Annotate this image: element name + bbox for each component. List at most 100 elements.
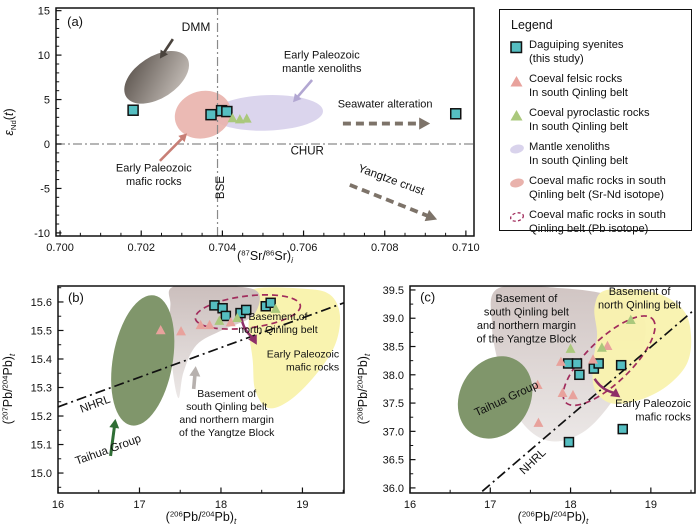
basement-south-label: and northern margin bbox=[477, 320, 576, 332]
plot-frame-b bbox=[57, 285, 345, 494]
y-tick-label: 39.5 bbox=[383, 285, 404, 297]
taihua-arrow-head bbox=[109, 418, 120, 429]
data-point-coeval-felsic-rocks bbox=[533, 417, 544, 427]
legend-item-xenoliths: Mantle xenoliths In south Qinling belt bbox=[509, 141, 685, 168]
pink-triangle-icon bbox=[509, 73, 529, 93]
data-point-daguiping-syenites bbox=[449, 108, 462, 120]
dmm-arrow-head bbox=[159, 49, 168, 59]
mafic-arrow-b-head bbox=[248, 334, 257, 345]
x-tick-label: 18 bbox=[564, 499, 576, 511]
basement-south-label: south Qinling belt bbox=[484, 306, 569, 318]
taihua-field bbox=[111, 295, 175, 426]
y-tick-label: 36.0 bbox=[383, 483, 404, 495]
yellow-nqb-field bbox=[248, 287, 341, 409]
basement-north-label: Basement of bbox=[249, 311, 308, 323]
y-tick-label: 38.0 bbox=[383, 370, 404, 382]
nhrl-line bbox=[481, 308, 695, 492]
bse-label: BSE bbox=[215, 176, 227, 199]
y-tick-label: 10 bbox=[38, 50, 50, 62]
data-point-coeval-felsic-rocks bbox=[555, 356, 566, 366]
x-tick-label: 0.700 bbox=[46, 242, 74, 254]
y-axis-label-b: (207Pb/204Pb)t bbox=[1, 353, 18, 424]
lavender-blob-icon bbox=[509, 141, 529, 161]
axes-a: 0.700 0.702 0.704 0.706 0.708 0.710 15 10 5 0 -5 -1… bbox=[2, 6, 480, 265]
basement-south-label: south Qinling belt bbox=[186, 401, 267, 413]
y-axis-label-c: (208Pb/204Pb)t bbox=[356, 353, 373, 424]
basement-south-label: of the Yangtze Block bbox=[179, 427, 275, 439]
data-point-daguiping-syenites bbox=[205, 108, 217, 121]
dmm-arrow bbox=[162, 38, 174, 54]
mafic-pb-field bbox=[562, 315, 656, 407]
axes-b: 16 17 18 19 15.6 15.5 15.4 15.3 15.2 15.1 15.0 (206… bbox=[1, 287, 344, 526]
data-point-coeval-felsic-rocks bbox=[557, 387, 568, 397]
legend-line: Coeval mafic rocks in south bbox=[529, 209, 666, 221]
data-point-coeval-pyroclastic-rocks bbox=[214, 315, 225, 325]
data-point-daguiping-syenites bbox=[563, 436, 575, 448]
y-tick-label: 0 bbox=[44, 139, 50, 151]
mafic-arrow-b bbox=[240, 316, 254, 340]
data-point-coeval-pyroclastic-rocks bbox=[234, 114, 245, 124]
series-coeval-felsic-rocks bbox=[155, 316, 236, 336]
data-point-daguiping-syenites bbox=[615, 359, 627, 371]
y-tick-label: 38.5 bbox=[383, 342, 404, 354]
data-point-daguiping-syenites bbox=[220, 310, 232, 322]
mantle-xenoliths-label: Early Paleozoic bbox=[284, 50, 360, 62]
data-point-coeval-pyroclastic-rocks bbox=[625, 314, 636, 324]
mafic-rocks-label: Early Paleozoic bbox=[615, 398, 691, 410]
y-tick-label: 39.0 bbox=[383, 313, 404, 325]
series-coeval-pyroclastic-rocks bbox=[227, 113, 252, 124]
data-point-coeval-felsic-rocks bbox=[195, 319, 206, 330]
data-point-coeval-felsic-rocks bbox=[225, 316, 236, 327]
plot-frame-c bbox=[409, 285, 696, 494]
series-daguiping-syenites bbox=[127, 104, 462, 121]
y-tick-label: 37.0 bbox=[383, 426, 404, 438]
square-marker-icon bbox=[509, 39, 529, 59]
legend-line: (this study) bbox=[529, 52, 584, 65]
legend-line: In south Qinling belt bbox=[529, 86, 628, 99]
nhrl-label: NHRL bbox=[518, 446, 549, 477]
mafic-arrow-head bbox=[178, 133, 188, 143]
series-coeval-pyroclastic-rocks bbox=[565, 314, 636, 353]
data-point-daguiping-syenites bbox=[221, 105, 233, 118]
data-point-coeval-pyroclastic-rocks bbox=[232, 312, 243, 322]
data-point-daguiping-syenites bbox=[617, 423, 628, 435]
data-point-coeval-pyroclastic-rocks bbox=[227, 113, 238, 123]
y-tick-label: 15.5 bbox=[31, 325, 52, 337]
x-axis-label-a: (87Sr/86Sr)i bbox=[237, 249, 294, 266]
mafic-rocks-label: mafic rocks bbox=[286, 362, 339, 374]
y-tick-label: 15.2 bbox=[31, 411, 52, 423]
panel-label-b: (b) bbox=[68, 290, 84, 305]
y-tick-label: -5 bbox=[40, 183, 50, 195]
x-tick-label: 16 bbox=[52, 499, 64, 511]
seawater-arrow-head bbox=[419, 117, 431, 130]
x-tick-label: 16 bbox=[404, 499, 416, 511]
mafic-arrow-c bbox=[593, 378, 615, 395]
legend-line: Daguiping syenites bbox=[529, 39, 624, 51]
yellow-nqb-field bbox=[592, 288, 692, 404]
data-point-coeval-felsic-rocks bbox=[532, 379, 543, 390]
yangtze-arrow-head bbox=[424, 209, 438, 222]
xenolith-arrow-head bbox=[293, 93, 302, 103]
legend-item-pyroclastic: Coeval pyroclastic rocks In south Qinling… bbox=[509, 107, 685, 134]
chur-label: CHUR bbox=[291, 146, 324, 158]
y-tick-label: 37.5 bbox=[383, 398, 404, 410]
mafic-arrow bbox=[158, 137, 184, 162]
legend-line: Mantle xenoliths bbox=[529, 141, 610, 153]
series-daguiping-syenites bbox=[209, 297, 276, 322]
y-tick-label: 5 bbox=[44, 95, 50, 107]
dmm-field bbox=[124, 50, 190, 104]
legend-item-daguiping: Daguiping syenites (this study) bbox=[509, 39, 685, 66]
y-tick-label: 15.0 bbox=[31, 468, 52, 480]
mafic-rocks-label: Early Paleozoic bbox=[116, 163, 192, 175]
legend-title: Legend bbox=[511, 18, 553, 32]
yangtze-arrow bbox=[349, 183, 430, 218]
y-tick-label: -10 bbox=[34, 228, 50, 240]
pink-blob-icon bbox=[509, 175, 529, 195]
legend-box: Legend Daguiping syenites (this study) Co… bbox=[499, 9, 692, 235]
green-triangle-icon bbox=[509, 107, 529, 127]
mafic-arrow-c-head bbox=[610, 388, 621, 398]
data-point-coeval-felsic-rocks bbox=[204, 319, 215, 330]
